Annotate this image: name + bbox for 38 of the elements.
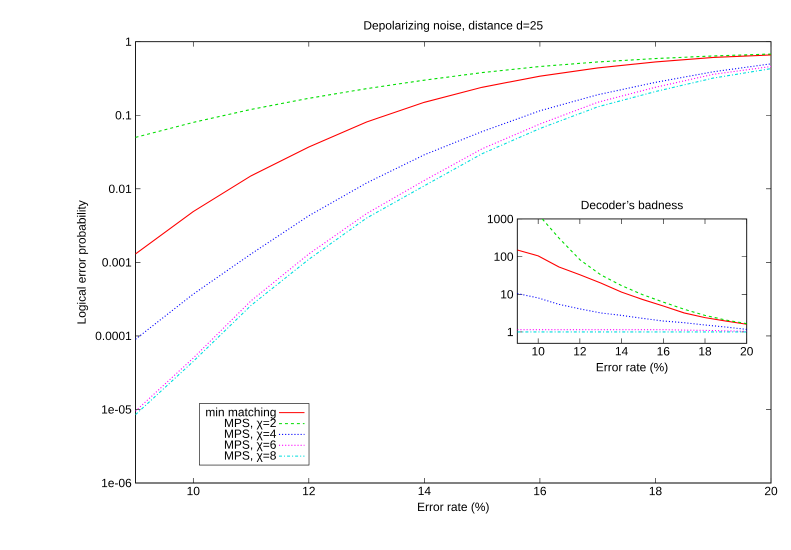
legend-label: MPS, χ=2 [224, 418, 276, 430]
y-tick-label: 1 [126, 38, 132, 46]
y-tick-label: 1 [508, 328, 513, 336]
chart-title: Depolarizing noise, distance d=25 [364, 20, 543, 32]
line-series [136, 63, 772, 340]
legend-label: min matching [206, 408, 276, 419]
legend-label: MPS, χ=8 [224, 451, 276, 462]
x-tick-label: 16 [534, 486, 546, 496]
y-axis-title: Logical error probability [76, 200, 88, 324]
x-tick-label: 14 [418, 486, 431, 495]
chart-title: Decoder’s badness [582, 200, 683, 210]
x-tick-label: 12 [303, 486, 315, 496]
legend-label: MPS, χ=6 [224, 440, 276, 452]
line-series [542, 218, 747, 324]
x-tick-label: 20 [764, 486, 778, 496]
x-tick-label: 16 [658, 347, 670, 356]
x-tick-label: 20 [740, 347, 753, 356]
line-series [517, 292, 747, 330]
y-tick-label: 0.001 [102, 258, 132, 267]
y-tick-label: 1e-05 [102, 405, 132, 414]
y-tick-label: 100 [494, 252, 514, 261]
legend-label: MPS, χ=4 [224, 430, 276, 440]
y-tick-label: 0.1 [116, 111, 132, 120]
x-tick-label: 12 [574, 347, 586, 356]
x-axis-title: Error rate (%) [418, 502, 489, 514]
x-tick-label: 10 [188, 486, 200, 496]
y-tick-label: 0.01 [108, 184, 132, 194]
x-axis-title: Error rate (%) [596, 362, 668, 374]
y-tick-label: 1000 [488, 214, 514, 224]
line-series [136, 53, 772, 138]
x-tick-label: 18 [650, 486, 662, 496]
y-tick-label: 1e-06 [102, 478, 132, 488]
x-tick-label: 10 [532, 347, 544, 356]
y-tick-label: 10 [501, 290, 514, 299]
y-tick-label: 0.0001 [96, 332, 132, 340]
line-series [517, 249, 747, 325]
x-tick-label: 14 [616, 347, 628, 356]
x-tick-label: 18 [699, 347, 712, 356]
